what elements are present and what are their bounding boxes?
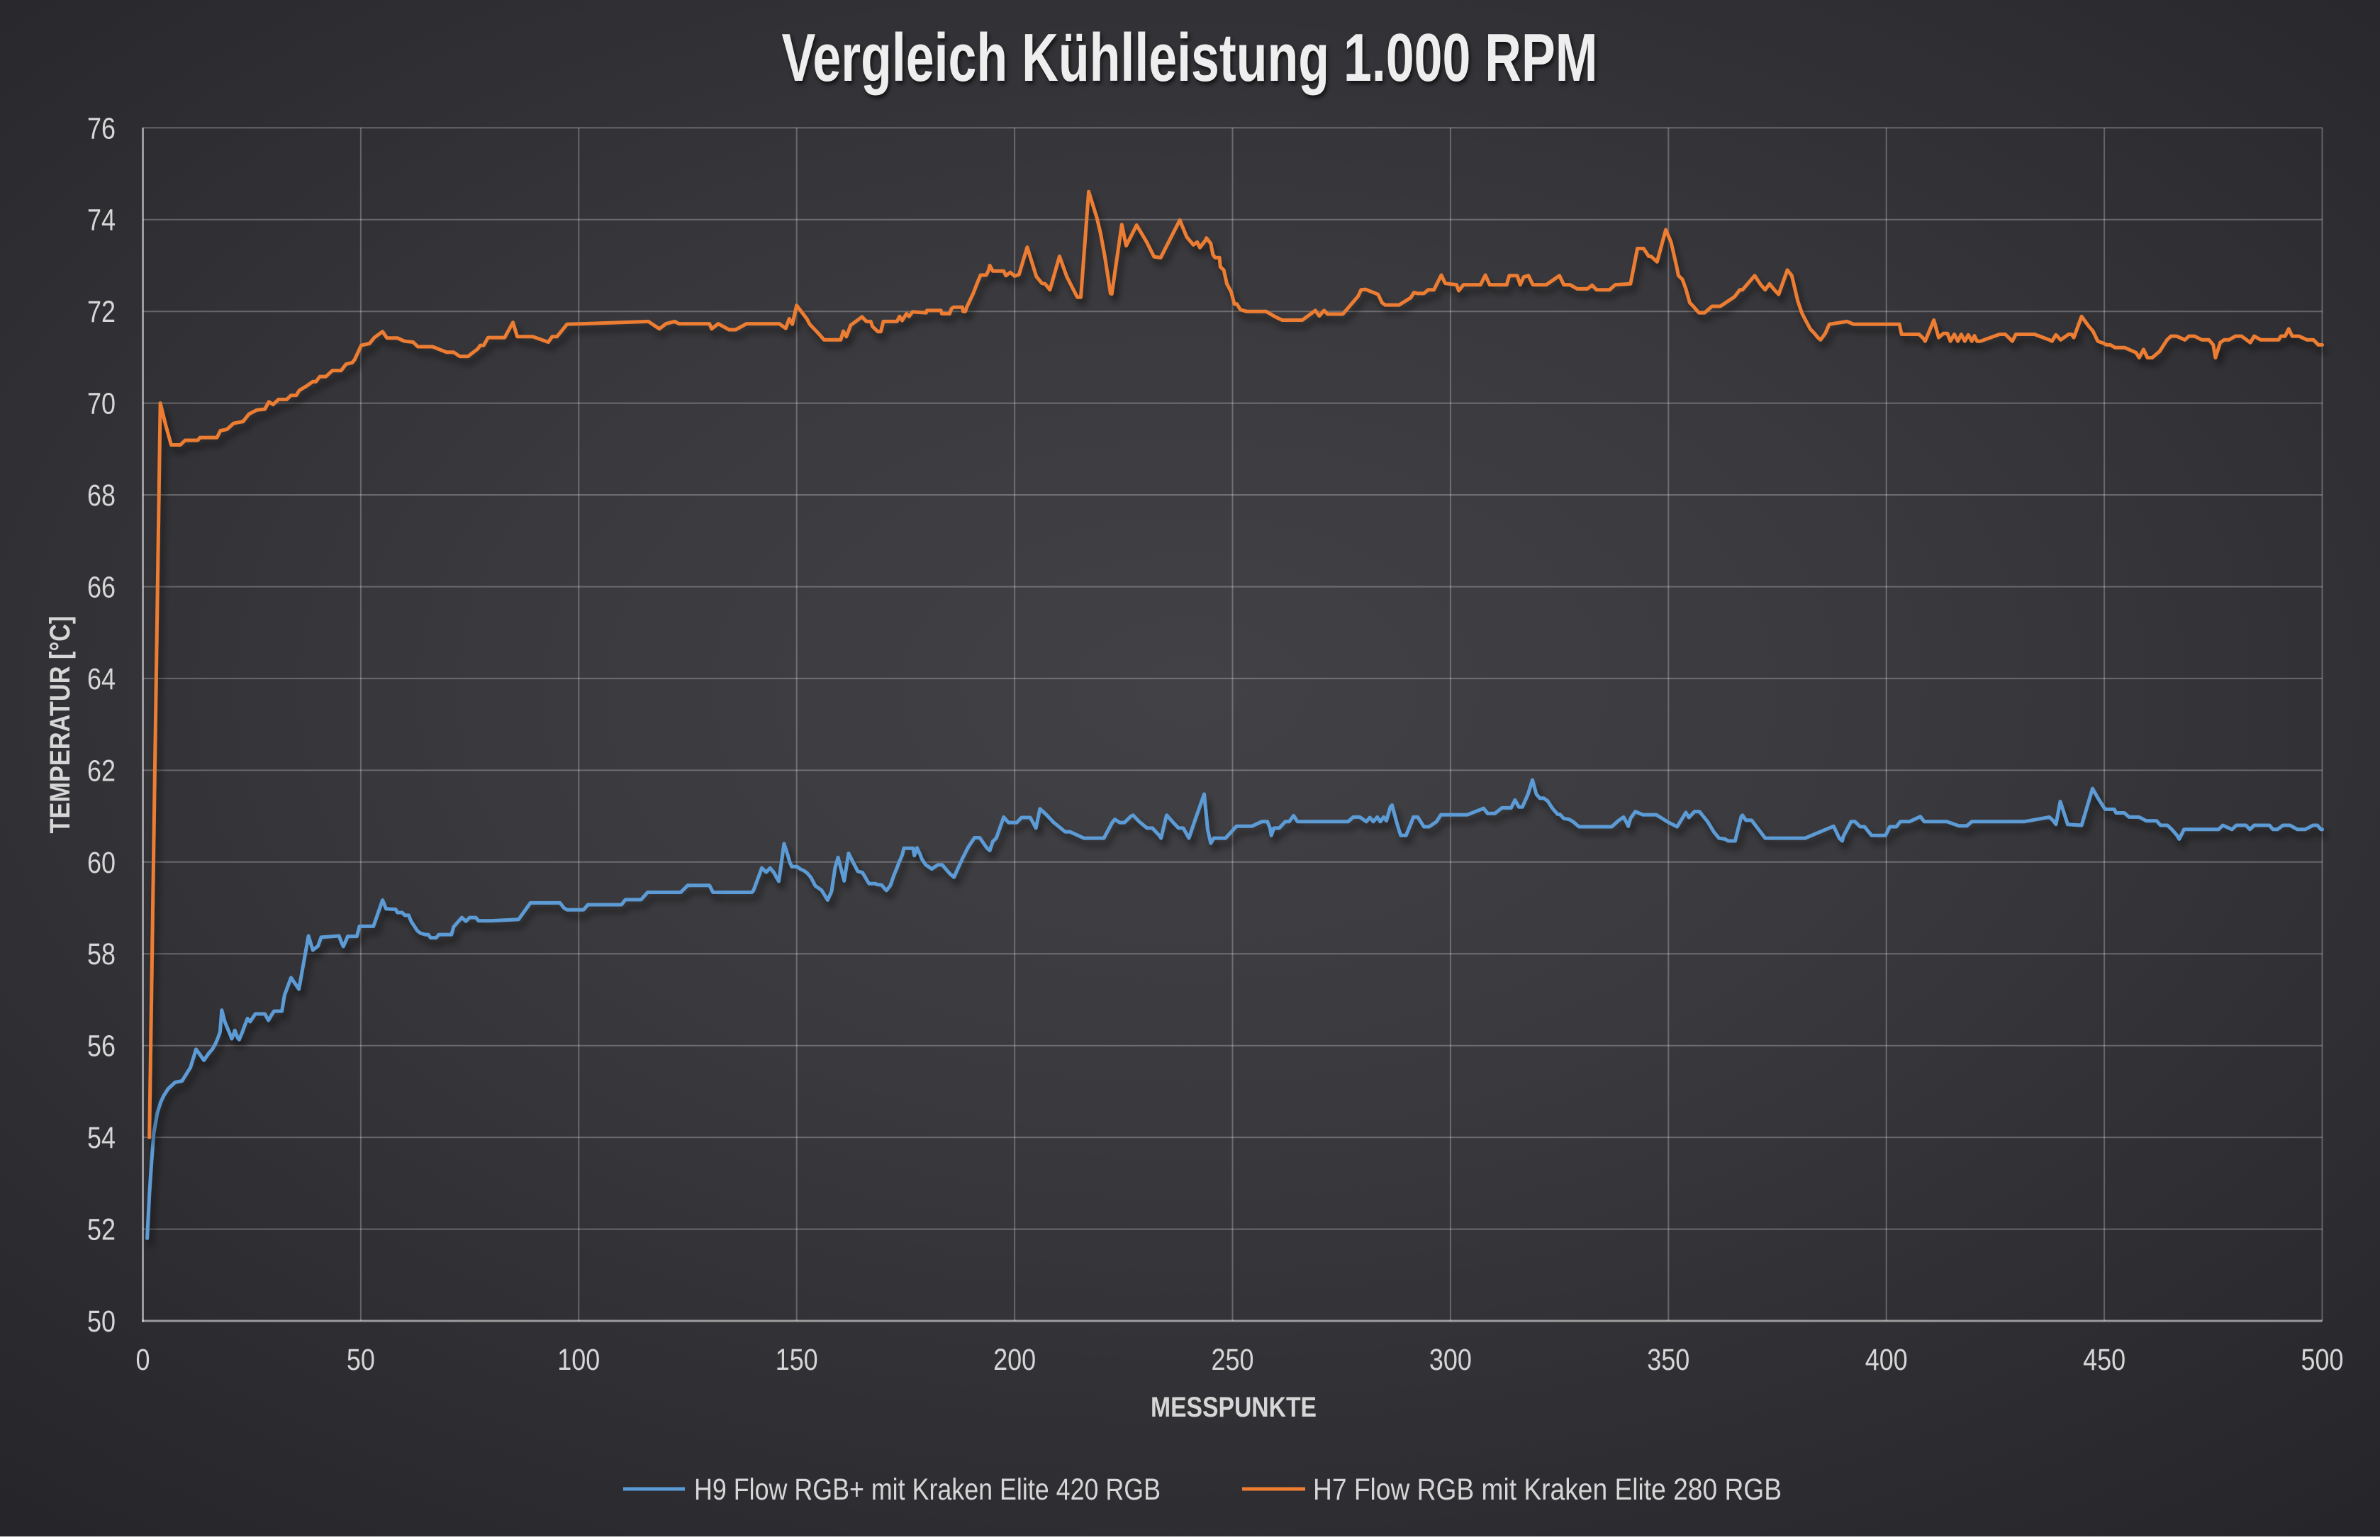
svg-text:350: 350 <box>1647 1343 1689 1377</box>
svg-text:200: 200 <box>993 1343 1036 1377</box>
svg-text:74: 74 <box>87 203 116 238</box>
svg-text:TEMPERATUR [°C]: TEMPERATUR [°C] <box>45 616 76 834</box>
svg-text:100: 100 <box>557 1343 600 1377</box>
svg-text:50: 50 <box>347 1343 375 1377</box>
svg-text:76: 76 <box>87 111 116 145</box>
svg-text:450: 450 <box>2083 1343 2125 1377</box>
svg-text:H7 Flow RGB mit Kraken Elite 2: H7 Flow RGB mit Kraken Elite 280 RGB <box>1313 1473 1782 1507</box>
svg-text:58: 58 <box>87 937 116 971</box>
svg-text:70: 70 <box>87 387 116 421</box>
svg-text:62: 62 <box>87 754 116 788</box>
svg-text:52: 52 <box>87 1213 116 1247</box>
svg-text:66: 66 <box>87 571 116 605</box>
svg-text:MESSPUNKTE: MESSPUNKTE <box>1151 1392 1317 1423</box>
svg-text:60: 60 <box>87 846 116 880</box>
svg-text:0: 0 <box>136 1343 150 1377</box>
svg-text:54: 54 <box>87 1121 116 1155</box>
svg-text:72: 72 <box>87 295 116 329</box>
svg-text:56: 56 <box>87 1030 116 1064</box>
svg-text:150: 150 <box>776 1343 818 1377</box>
svg-text:68: 68 <box>87 479 116 513</box>
svg-text:400: 400 <box>1865 1343 1908 1377</box>
svg-text:50: 50 <box>87 1305 116 1339</box>
svg-text:250: 250 <box>1212 1343 1254 1377</box>
svg-text:300: 300 <box>1429 1343 1472 1377</box>
svg-text:H9 Flow RGB+ mit Kraken Elite: H9 Flow RGB+ mit Kraken Elite 420 RGB <box>694 1473 1161 1507</box>
svg-text:64: 64 <box>87 662 116 696</box>
svg-text:Vergleich Kühlleistung 1.000 R: Vergleich Kühlleistung 1.000 RPM <box>782 20 1598 96</box>
svg-text:500: 500 <box>2301 1343 2344 1377</box>
